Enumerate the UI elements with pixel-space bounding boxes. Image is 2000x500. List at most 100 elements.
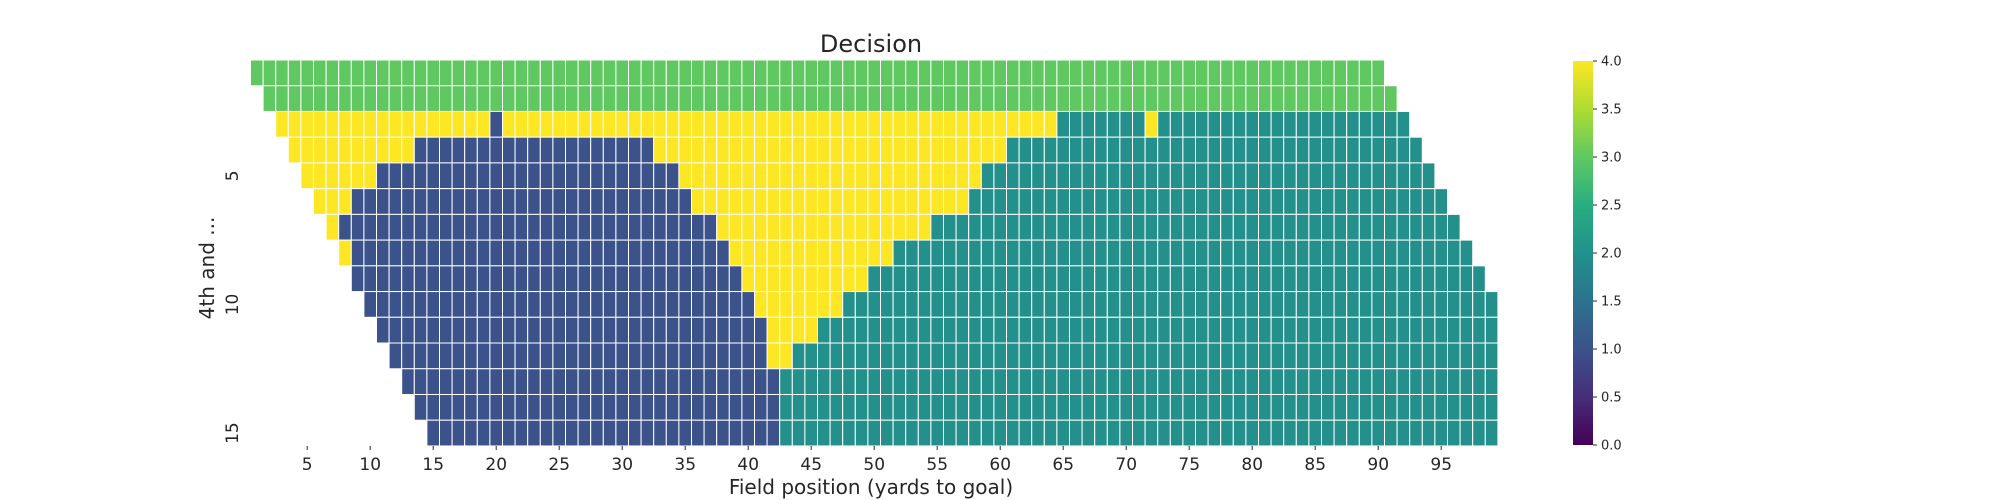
- heatmap-cell: [1056, 316, 1071, 344]
- heatmap-cell: [943, 342, 957, 370]
- heatmap-cell: [1484, 368, 1499, 395]
- heatmap-cell: [1119, 342, 1134, 370]
- heatmap-cell: [1182, 265, 1197, 293]
- heatmap-cell: [1043, 110, 1058, 138]
- heatmap-cell: [1447, 316, 1461, 344]
- heatmap-cell: [313, 110, 327, 138]
- heatmap-cell: [678, 85, 693, 112]
- heatmap-cell: [439, 291, 453, 318]
- heatmap-cell: [1195, 85, 1209, 112]
- heatmap-cell: [842, 368, 856, 395]
- heatmap-cell: [1358, 393, 1373, 421]
- heatmap-cell: [892, 110, 907, 138]
- heatmap-cell: [514, 265, 529, 293]
- heatmap-cell: [1182, 213, 1197, 241]
- heatmap-cell: [1447, 419, 1461, 447]
- heatmap-cell: [1232, 188, 1247, 215]
- heatmap-cell: [1169, 393, 1184, 421]
- heatmap-cell: [1056, 368, 1071, 395]
- heatmap-cell: [766, 188, 781, 215]
- heatmap-cell: [363, 85, 377, 112]
- heatmap-cell: [1358, 265, 1373, 293]
- heatmap-cell: [464, 239, 478, 267]
- heatmap-cell: [539, 393, 554, 421]
- heatmap-cell: [552, 136, 567, 164]
- heatmap-cell: [741, 393, 756, 421]
- heatmap-cell: [1295, 368, 1310, 395]
- heatmap-cell: [1409, 265, 1423, 293]
- heatmap-cell: [955, 136, 970, 164]
- heatmap-cell: [854, 291, 869, 318]
- heatmap-cell: [917, 213, 932, 241]
- heatmap-cell: [388, 162, 403, 190]
- heatmap-cell: [1232, 419, 1247, 447]
- heatmap-cell: [1459, 239, 1474, 267]
- heatmap-cell: [577, 393, 592, 421]
- heatmap-cell: [1245, 162, 1260, 190]
- heatmap-cell: [804, 85, 819, 112]
- heatmap-cell: [1018, 291, 1033, 318]
- heatmap-cell: [817, 239, 831, 267]
- heatmap-cell: [1043, 393, 1058, 421]
- heatmap-cell: [350, 239, 365, 267]
- heatmap-cell: [1384, 265, 1398, 293]
- heatmap-cell: [1447, 342, 1461, 370]
- heatmap-cell: [1106, 110, 1121, 138]
- x-tick-label: 60: [989, 455, 1011, 475]
- heatmap-cell: [842, 162, 856, 190]
- heatmap-cell: [1182, 136, 1197, 164]
- heatmap-cell: [741, 265, 756, 293]
- heatmap-cell: [867, 239, 882, 267]
- chart-title: Decision: [820, 30, 922, 58]
- heatmap-cell: [464, 59, 478, 87]
- heatmap-cell: [1132, 110, 1146, 138]
- heatmap-cell: [943, 239, 957, 267]
- heatmap-cell: [1132, 213, 1146, 241]
- heatmap-cell: [678, 265, 693, 293]
- heatmap-cell: [1157, 316, 1171, 344]
- heatmap-cell: [514, 188, 529, 215]
- heatmap-cell: [527, 136, 541, 164]
- heatmap-cell: [1207, 188, 1222, 215]
- heatmap-cell: [1333, 265, 1348, 293]
- heatmap-cell: [602, 213, 617, 241]
- heatmap-cell: [401, 110, 415, 138]
- heatmap-cell: [917, 136, 932, 164]
- heatmap-cell: [779, 393, 793, 421]
- heatmap-cell: [565, 162, 579, 190]
- heatmap-cell: [565, 316, 579, 344]
- heatmap-cell: [250, 59, 264, 87]
- heatmap-cell: [1069, 342, 1083, 370]
- heatmap-cell: [1295, 291, 1310, 318]
- heatmap-cell: [1157, 59, 1171, 87]
- heatmap-cell: [1270, 110, 1285, 138]
- heatmap-cell: [804, 136, 819, 164]
- heatmap-cell: [1043, 368, 1058, 395]
- heatmap-cell: [867, 85, 882, 112]
- heatmap-cell: [665, 162, 680, 190]
- heatmap-cell: [1031, 85, 1045, 112]
- heatmap-cell: [539, 85, 554, 112]
- heatmap-cell: [615, 162, 630, 190]
- heatmap-cell: [615, 368, 630, 395]
- heatmap-cell: [804, 419, 819, 447]
- heatmap-cell: [1384, 188, 1398, 215]
- heatmap-cell: [325, 213, 340, 241]
- heatmap-cell: [766, 342, 781, 370]
- heatmap-cell: [338, 59, 352, 87]
- colorbar-tick-label: 2.0: [1601, 247, 1622, 262]
- heatmap-cell: [1144, 239, 1159, 267]
- heatmap-cell: [489, 291, 503, 318]
- heatmap-cell: [1346, 368, 1360, 395]
- heatmap-cell: [779, 110, 793, 138]
- heatmap-cell: [502, 265, 516, 293]
- heatmap-cell: [1144, 85, 1159, 112]
- heatmap-cell: [451, 239, 466, 267]
- heatmap-cell: [653, 393, 667, 421]
- heatmap-cell: [1321, 213, 1335, 241]
- heatmap-cell: [691, 110, 705, 138]
- heatmap-cell: [804, 342, 819, 370]
- heatmap-cell: [376, 85, 390, 112]
- heatmap-cell: [691, 316, 705, 344]
- heatmap-cell: [678, 342, 693, 370]
